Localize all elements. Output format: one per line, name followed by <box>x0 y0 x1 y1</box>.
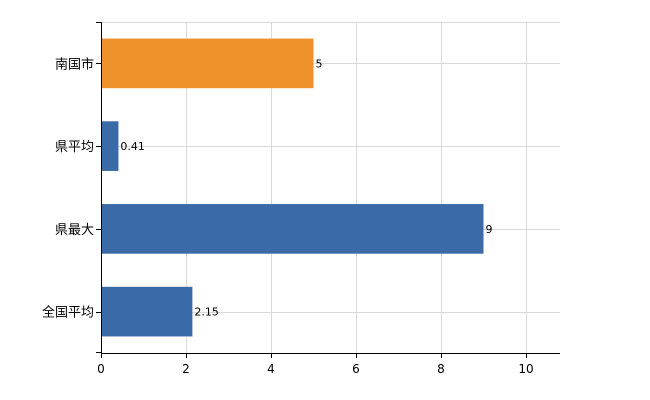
data-label-1: 0.41 <box>120 140 145 153</box>
bar-1 <box>102 121 119 171</box>
axis-layer <box>96 22 560 358</box>
category-label-2: 県最大 <box>55 223 94 238</box>
data-label-2: 9 <box>486 223 493 236</box>
x-tick-label-10: 10 <box>518 362 533 376</box>
x-tick-label-8: 8 <box>437 362 445 376</box>
bar-2 <box>102 204 484 254</box>
x-tick-label-0: 0 <box>97 362 105 376</box>
x-tick-label-4: 4 <box>267 362 275 376</box>
category-label-0: 南国市 <box>55 56 94 72</box>
x-tick-label-2: 2 <box>182 362 190 376</box>
label-layer: 5 南国市 0.41 県平均 9 県最大 2.15 全国平均 0 2 4 6 8 10 <box>42 56 534 376</box>
data-label-3: 2.15 <box>194 306 219 319</box>
bar-0 <box>102 38 314 89</box>
category-label-1: 県平均 <box>55 140 94 155</box>
bar-3 <box>102 286 193 337</box>
category-label-3: 全国平均 <box>42 305 94 321</box>
bar-layer <box>102 38 484 337</box>
x-tick-label-6: 6 <box>352 362 360 376</box>
data-label-0: 5 <box>316 57 323 70</box>
